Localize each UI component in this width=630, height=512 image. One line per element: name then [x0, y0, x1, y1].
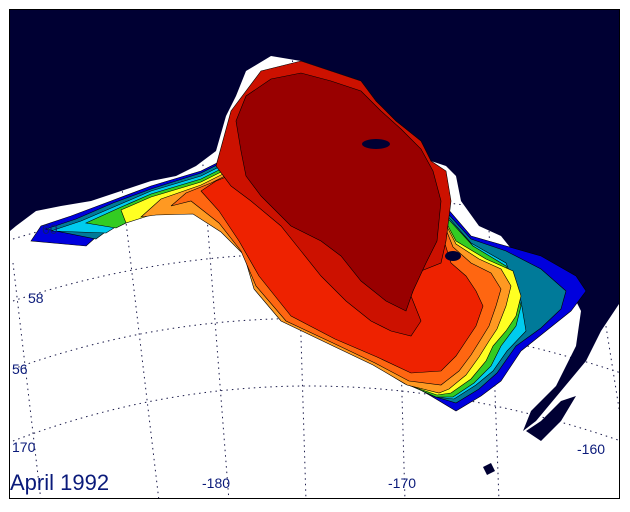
- island-east: [526, 396, 576, 441]
- lat-label-60: 60: [42, 221, 58, 237]
- lake: [362, 139, 390, 149]
- island-st-lawrence: [445, 251, 461, 261]
- map-frame: [9, 9, 620, 499]
- meridian-170e: [12, 262, 42, 498]
- lat-label-56: 56: [12, 361, 28, 377]
- lon-label-160w: -160: [577, 441, 606, 457]
- ice-contours: [30, 60, 587, 412]
- graticule: [12, 10, 619, 498]
- land-mass: [10, 10, 619, 431]
- island-south: [483, 463, 495, 475]
- lat-label-58: 58: [28, 290, 44, 306]
- lon-label-180: -180: [202, 475, 231, 491]
- lon-label-170w: -170: [388, 475, 417, 491]
- ice-band-10: [235, 72, 442, 312]
- lon-label-170e: 170: [12, 439, 36, 455]
- meridian-170w: [390, 10, 406, 498]
- parallel-54: [12, 385, 619, 442]
- sea-ice-map: [10, 10, 619, 498]
- map-title: April 1992: [10, 470, 110, 495]
